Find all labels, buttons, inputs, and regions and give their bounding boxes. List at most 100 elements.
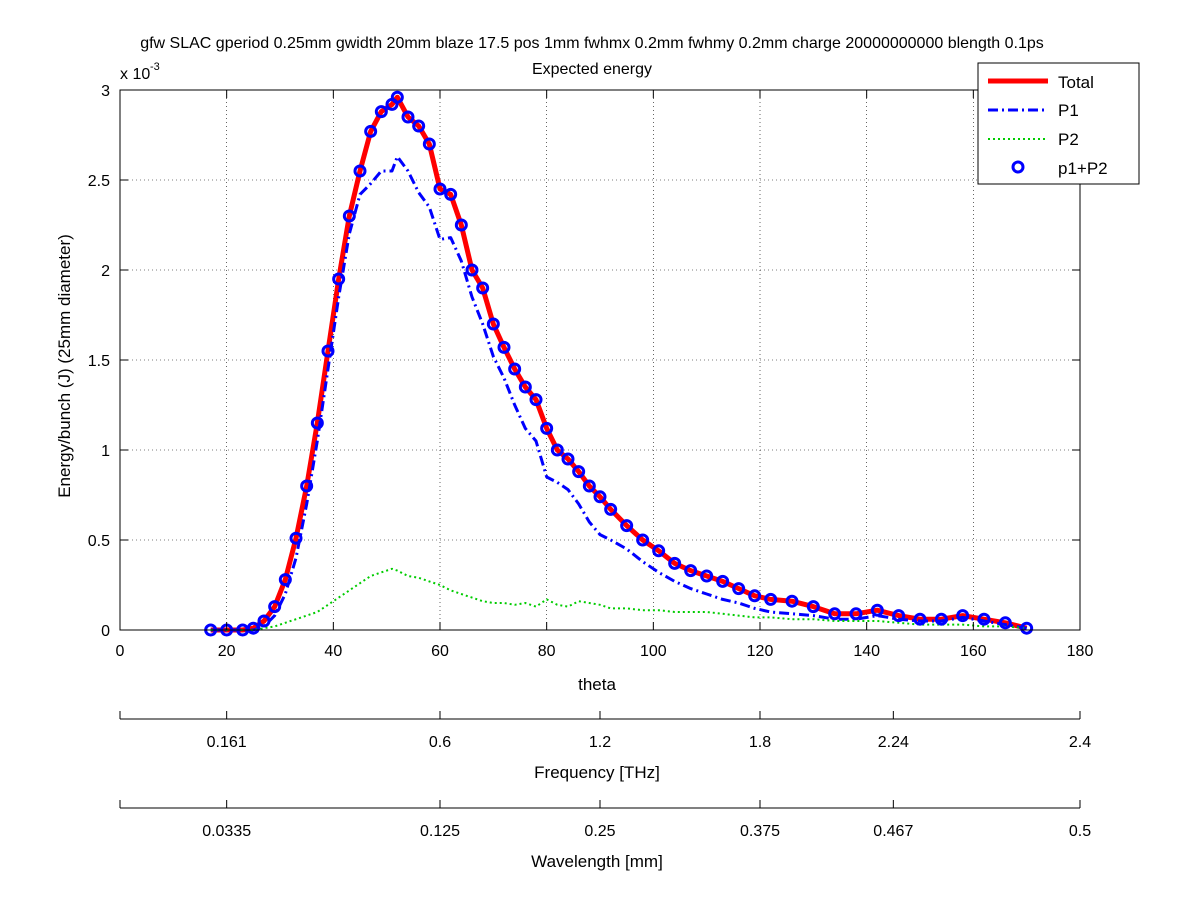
legend-label-p1: P1 — [1058, 101, 1079, 120]
secondary-axis-tick-label: 0.6 — [429, 734, 451, 751]
data-point — [321, 344, 335, 358]
data-point — [353, 164, 367, 178]
data-point — [828, 607, 842, 621]
y-axis-label: Energy/bunch (J) (25mm diameter) — [55, 234, 74, 498]
y-exponent: x 10 -3 — [120, 61, 160, 83]
y-tick-label: 3 — [101, 83, 110, 100]
data-point — [652, 544, 666, 558]
secondary-axis-tick-label: 0.25 — [584, 823, 615, 840]
data-point — [422, 137, 436, 151]
data-point — [849, 607, 863, 621]
legend-label-p2: P2 — [1058, 130, 1079, 149]
chart-title-line1: gfw SLAC gperiod 0.25mm gwidth 20mm blaz… — [140, 35, 1044, 52]
data-point — [1020, 621, 1034, 635]
data-point — [508, 362, 522, 376]
secondary-axis-tick-label: 2.24 — [878, 734, 909, 751]
frequency-axis-label: Frequency [THz] — [534, 763, 660, 782]
data-point — [518, 380, 532, 394]
data-point — [764, 592, 778, 606]
x-tick-label: 120 — [747, 643, 774, 660]
y-exponent-base: x 10 — [120, 66, 150, 83]
data-point — [561, 452, 575, 466]
chart-title-line2: Expected energy — [532, 61, 652, 78]
data-point — [246, 621, 260, 635]
data-point — [620, 519, 634, 533]
y-tick-label: 0 — [101, 623, 110, 640]
data-point — [870, 603, 884, 617]
data-point — [433, 182, 447, 196]
y-axis-ticks: 0 0.5 1 1.5 2 2.5 3 — [88, 83, 1080, 640]
data-point — [364, 124, 378, 138]
x-axis-label: theta — [578, 675, 616, 694]
data-point — [636, 533, 650, 547]
data-point — [454, 218, 468, 232]
data-point — [716, 574, 730, 588]
secondary-axis-tick-label: 0.161 — [207, 734, 247, 751]
data-point — [401, 110, 415, 124]
data-point — [257, 614, 271, 628]
data-point — [572, 465, 586, 479]
data-point — [668, 556, 682, 570]
data-point — [310, 416, 324, 430]
x-tick-label: 100 — [640, 643, 667, 660]
data-point — [684, 564, 698, 578]
x-tick-label: 160 — [960, 643, 987, 660]
data-point — [956, 609, 970, 623]
secondary-axis-tick-label: 0.375 — [740, 823, 780, 840]
data-point — [806, 600, 820, 614]
legend-swatch-p1p2 — [1011, 160, 1025, 174]
data-point — [465, 263, 479, 277]
data-point — [913, 612, 927, 626]
wavelength-axis: 0.0335 0.125 0.25 0.375 0.467 0.5 — [119, 800, 1091, 840]
data-point — [785, 594, 799, 608]
data-point — [732, 582, 746, 596]
data-point — [412, 119, 426, 133]
secondary-axis-tick-label: 1.2 — [589, 734, 611, 751]
data-point — [342, 209, 356, 223]
y-tick-label: 1.5 — [88, 353, 110, 370]
frequency-axis: 0.161 0.6 1.2 1.8 2.24 2.4 — [119, 711, 1091, 751]
data-point — [278, 573, 292, 587]
x-tick-label: 60 — [431, 643, 449, 660]
data-point — [497, 340, 511, 354]
data-point — [374, 105, 388, 119]
legend-label-p1p2: p1+P2 — [1058, 159, 1108, 178]
data-point — [582, 479, 596, 493]
data-point — [934, 612, 948, 626]
data-point — [700, 569, 714, 583]
legend-label-total: Total — [1058, 73, 1094, 92]
data-point — [748, 589, 762, 603]
x-axis-ticks: 0 20 40 60 80 100 120 140 160 180 — [116, 90, 1093, 660]
secondary-axis-tick-label: 0.5 — [1069, 823, 1091, 840]
secondary-axis-tick-label: 2.4 — [1069, 734, 1091, 751]
x-tick-label: 0 — [116, 643, 125, 660]
x-tick-label: 20 — [218, 643, 236, 660]
y-tick-label: 1 — [101, 443, 110, 460]
legend: Total P1 P2 p1+P2 — [977, 62, 1140, 185]
data-point — [550, 443, 564, 457]
grid — [120, 90, 1080, 630]
data-point — [540, 421, 554, 435]
secondary-axis-tick-label: 0.467 — [873, 823, 913, 840]
secondary-axis-tick-label: 1.8 — [749, 734, 771, 751]
series-line-p2 — [210, 567, 1027, 631]
y-tick-label: 2 — [101, 263, 110, 280]
y-exponent-power: -3 — [150, 61, 160, 73]
data-point — [289, 531, 303, 545]
secondary-axis-tick-label: 0.125 — [420, 823, 460, 840]
data-point — [604, 502, 618, 516]
secondary-axis-tick-label: 0.0335 — [202, 823, 251, 840]
data-point — [977, 612, 991, 626]
data-point — [998, 616, 1012, 630]
x-tick-label: 140 — [853, 643, 880, 660]
data-point — [476, 281, 490, 295]
data-point — [486, 317, 500, 331]
x-tick-label: 80 — [538, 643, 556, 660]
data-point — [390, 90, 404, 104]
data-point — [892, 609, 906, 623]
wavelength-axis-label: Wavelength [mm] — [531, 852, 663, 871]
data-point — [268, 600, 282, 614]
data-point — [444, 187, 458, 201]
y-tick-label: 2.5 — [88, 173, 110, 190]
